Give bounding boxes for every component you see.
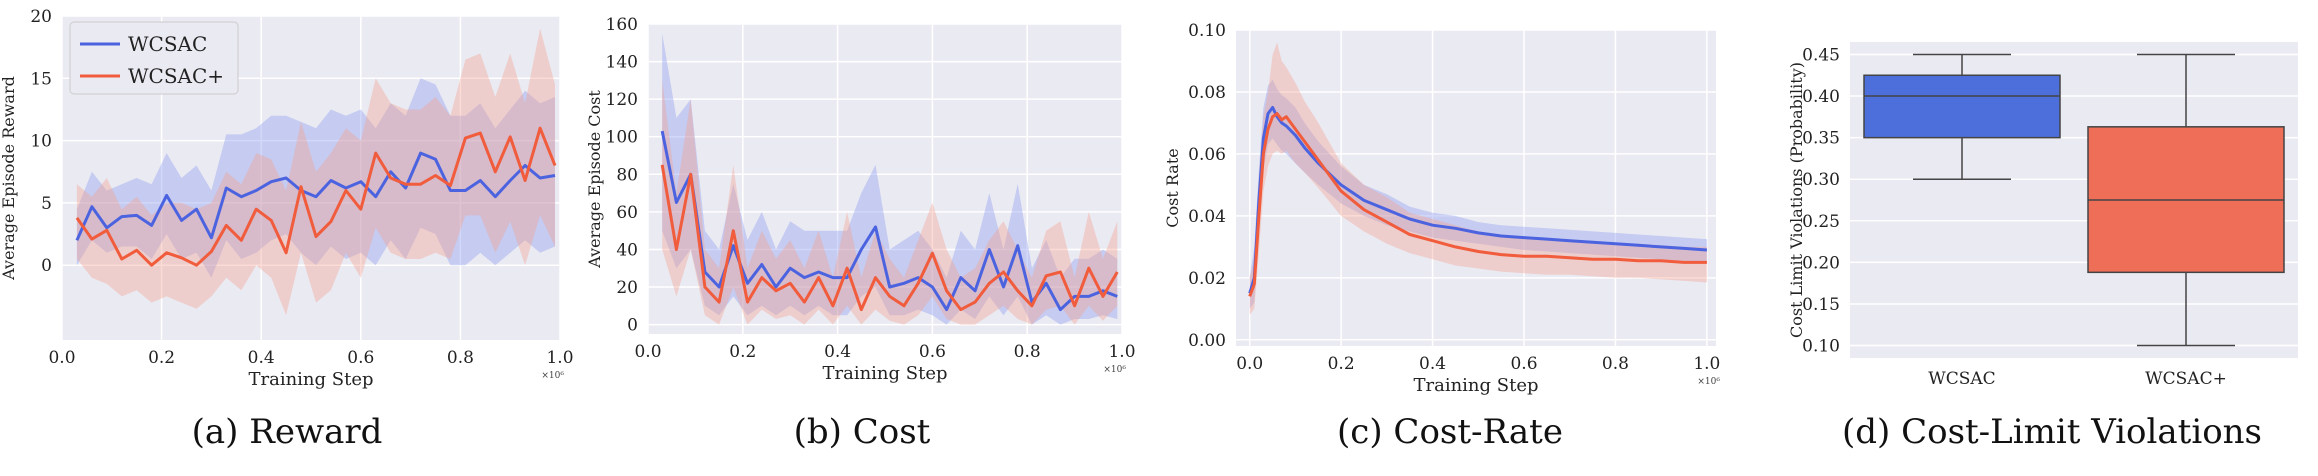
- subfigure-caption: (d) Cost-Limit Violations: [1842, 412, 2262, 452]
- x-tick-label: 0.6: [919, 342, 946, 362]
- subfigure-caption: (a) Reward: [192, 412, 383, 452]
- y-tick-label: 140: [606, 53, 638, 73]
- x-tick-label: 1.0: [1108, 342, 1135, 362]
- y-tick-label: 160: [606, 15, 638, 35]
- x-tick-label: 0.0: [48, 348, 75, 368]
- chart-panel-2: 0 20 40 60 80 100 120 140 160 0.0 0.2 0.4 0.6 0.8 1.0 ×…: [585, 15, 1136, 452]
- series-group: [1248, 42, 1708, 316]
- x-scale-note: ×10⁶: [541, 371, 564, 381]
- confidence-band-wcsac-plus: [662, 80, 1118, 325]
- y-tick-label: 0: [41, 256, 52, 276]
- x-category-label: WCSAC+: [2145, 369, 2227, 389]
- x-axis-label: Training Step: [248, 369, 373, 390]
- y-tick-label: 0.10: [1188, 21, 1226, 41]
- x-tick-label: 0.0: [634, 342, 661, 362]
- y-tick-label: 0.35: [1802, 129, 1840, 149]
- y-tick-label: 0.25: [1802, 212, 1840, 232]
- x-tick-label: 0.4: [824, 342, 851, 362]
- series-line-wcsac-plus: [75, 126, 557, 267]
- x-tick-label: 0.8: [447, 348, 474, 368]
- plot-area: [1236, 30, 1716, 346]
- x-tick-label: 1.0: [546, 348, 573, 368]
- legend: WCSAC WCSAC+: [69, 21, 239, 95]
- y-tick-label: 10: [30, 132, 52, 152]
- y-axis-label: Cost Rate: [1163, 148, 1182, 227]
- y-tick-label: 0.10: [1802, 337, 1840, 357]
- y-tick-label: 0.40: [1802, 87, 1840, 107]
- y-tick-label: 0.20: [1802, 253, 1840, 273]
- x-axis-label: Training Step: [1413, 375, 1538, 396]
- series-group: [660, 33, 1119, 325]
- confidence-band-wcsac-plus: [1249, 42, 1707, 316]
- series-line-wcsac: [1248, 106, 1708, 294]
- x-tick-label: 0.8: [1014, 342, 1041, 362]
- box-wcsac-plus: [2087, 53, 2285, 347]
- y-tick-label: 15: [30, 69, 52, 89]
- iqr-box: [1863, 74, 2061, 139]
- y-tick-label: 0: [627, 316, 638, 336]
- box-wcsac: [1863, 53, 2061, 180]
- chart-panel-4: 0.10 0.15 0.20 0.25 0.30 0.35 0.40 0.45 WCSAC WCS…: [1787, 42, 2298, 452]
- y-tick-label: 0.06: [1188, 145, 1226, 165]
- confidence-band-wcsac-plus: [76, 28, 556, 316]
- y-tick-label: 60: [616, 203, 638, 223]
- y-tick-label: 80: [616, 165, 638, 185]
- series-group: [75, 28, 557, 316]
- chart-panel-3: 0.00 0.02 0.04 0.06 0.08 0.10 0.0 0.2 0.4 0.6 0.8 1…: [1163, 21, 1720, 452]
- y-tick-label: 0.08: [1188, 83, 1226, 103]
- x-scale-note: ×10⁶: [1103, 365, 1126, 375]
- x-tick-label: 0.2: [729, 342, 756, 362]
- x-tick-label: 0.8: [1602, 354, 1629, 374]
- y-tick-label: 0.15: [1802, 295, 1840, 315]
- x-tick-label: 0.6: [347, 348, 374, 368]
- series-line-wcsac-plus: [660, 164, 1119, 312]
- subfigure-caption: (b) Cost: [794, 412, 931, 452]
- x-tick-label: 0.4: [248, 348, 275, 368]
- y-tick-label: 100: [606, 128, 638, 148]
- subfigure-caption: (c) Cost-Rate: [1337, 412, 1563, 452]
- x-tick-label: 0.4: [1419, 354, 1446, 374]
- y-tick-label: 120: [606, 90, 638, 110]
- x-scale-note: ×10⁶: [1697, 377, 1720, 387]
- y-tick-label: 0.04: [1188, 207, 1226, 227]
- confidence-band-wcsac: [1249, 79, 1707, 309]
- y-tick-label: 0.45: [1802, 45, 1840, 65]
- x-category-label: WCSAC: [1928, 369, 1995, 389]
- series-line-wcsac: [75, 151, 556, 241]
- x-axis-label: Training Step: [822, 363, 947, 384]
- y-axis-label: Average Episode Cost: [585, 90, 604, 269]
- y-axis-label: Cost Limit Violations (Probability): [1787, 62, 1806, 338]
- y-tick-label: 20: [30, 7, 52, 27]
- y-tick-label: 0.30: [1802, 170, 1840, 190]
- y-tick-label: 20: [616, 278, 638, 298]
- series-line-wcsac-plus: [1248, 112, 1707, 297]
- y-tick-label: 5: [41, 194, 52, 214]
- confidence-band-wcsac: [76, 78, 556, 278]
- y-tick-label: 0.02: [1188, 269, 1226, 289]
- x-tick-label: 0.6: [1510, 354, 1537, 374]
- x-tick-label: 0.2: [1328, 354, 1355, 374]
- y-tick-label: 0.00: [1188, 331, 1226, 351]
- x-tick-label: 1.0: [1693, 354, 1720, 374]
- legend-label: WCSAC+: [128, 64, 224, 88]
- confidence-band-wcsac: [662, 33, 1118, 325]
- legend-label: WCSAC: [128, 32, 207, 56]
- x-tick-label: 0.0: [1236, 354, 1263, 374]
- x-tick-label: 0.2: [148, 348, 175, 368]
- y-tick-label: 40: [616, 240, 638, 260]
- y-axis-label: Average Episode Reward: [0, 76, 18, 281]
